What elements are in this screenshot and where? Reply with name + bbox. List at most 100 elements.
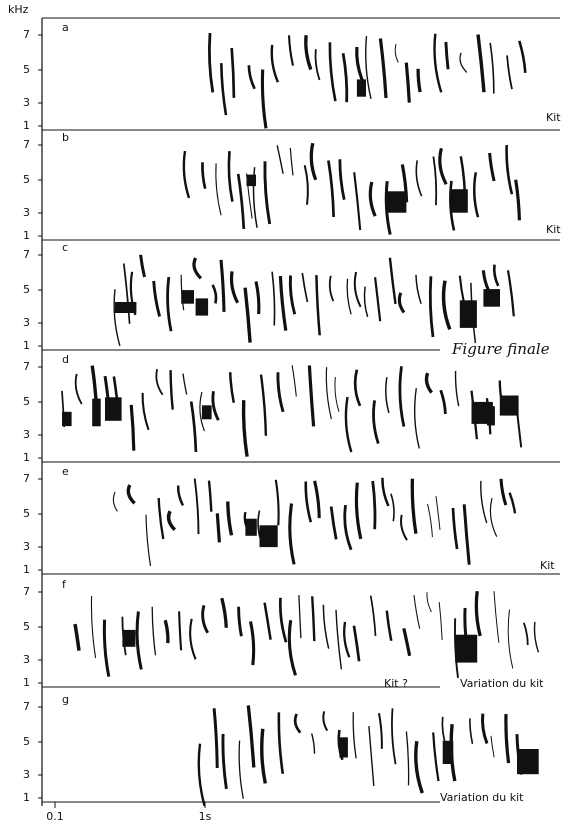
y-tick-label: 3 — [23, 428, 30, 441]
syllable — [533, 621, 540, 653]
syllable — [474, 591, 482, 637]
syllable-block — [115, 302, 137, 313]
syllable — [365, 36, 372, 100]
syllable-block — [246, 174, 256, 187]
y-tick-label: 5 — [23, 63, 30, 76]
syllable — [220, 597, 228, 628]
syllable — [413, 595, 421, 629]
syllable — [260, 69, 268, 129]
syllable — [112, 376, 120, 413]
syllable — [441, 280, 452, 331]
syllable-block — [499, 395, 519, 416]
syllable — [329, 506, 338, 540]
syllable — [346, 278, 352, 315]
syllable — [374, 277, 382, 322]
syllable — [416, 68, 422, 93]
y-tick-label: 7 — [23, 700, 30, 713]
syllable-block — [62, 411, 72, 427]
syllable — [304, 35, 313, 71]
syllable — [506, 270, 515, 317]
syllable — [135, 611, 143, 670]
syllable — [378, 713, 383, 749]
syllable — [459, 156, 467, 207]
syllable — [90, 596, 97, 659]
syllable — [252, 167, 258, 228]
syllable — [102, 619, 111, 677]
syllable — [353, 271, 362, 308]
syllable — [400, 164, 409, 203]
syllable — [469, 718, 474, 744]
syllable-block — [442, 740, 454, 764]
syllable — [227, 150, 234, 202]
syllable — [385, 377, 390, 414]
panel-label: c — [62, 241, 68, 254]
syllable — [276, 145, 284, 174]
syllable — [301, 272, 309, 303]
syllable — [248, 621, 256, 666]
syllable — [287, 35, 295, 66]
syllable — [490, 735, 495, 758]
syllable — [197, 743, 206, 807]
syllable — [322, 604, 330, 649]
syllable — [166, 510, 177, 532]
syllable-block — [459, 300, 477, 328]
y-tick-label: 1 — [23, 119, 30, 132]
syllable — [353, 172, 362, 231]
y-tick-label: 5 — [23, 395, 30, 408]
syllable — [355, 46, 364, 81]
syllable — [237, 606, 243, 637]
syllable — [139, 254, 146, 278]
syllable — [327, 160, 335, 218]
syllable-block — [387, 191, 407, 213]
syllable — [435, 496, 441, 531]
syllable — [334, 377, 340, 412]
syllable — [368, 181, 377, 217]
syllable — [338, 159, 346, 200]
syllable — [444, 41, 450, 70]
y-unit: kHz — [8, 3, 29, 16]
syllable — [492, 264, 500, 287]
syllable — [315, 275, 321, 336]
syllable — [314, 49, 321, 81]
syllable-block — [195, 298, 209, 316]
syllable — [432, 156, 438, 206]
y-tick-label: 5 — [23, 283, 30, 296]
syllable — [192, 257, 203, 280]
syllable — [212, 708, 219, 769]
y-tick-label: 1 — [23, 229, 30, 242]
y-tick-label: 3 — [23, 206, 30, 219]
syllable — [182, 373, 188, 395]
syllable-block — [486, 406, 495, 426]
syllable — [402, 628, 412, 657]
syllable — [270, 44, 280, 83]
panel-label: e — [62, 465, 69, 478]
syllable — [307, 365, 316, 427]
syllable — [129, 404, 136, 451]
syllable — [73, 623, 81, 651]
syllable — [410, 478, 418, 534]
y-tick-label: 3 — [23, 653, 30, 666]
syllable — [113, 289, 121, 347]
syllable — [352, 625, 361, 662]
y-tick-label: 3 — [23, 316, 30, 329]
panel-label: a — [62, 21, 69, 34]
syllable — [169, 370, 174, 410]
syllable — [504, 714, 511, 764]
syllable — [405, 731, 410, 786]
syllable — [313, 480, 321, 519]
syllable — [189, 618, 197, 660]
syllable — [369, 595, 377, 636]
syllable — [288, 275, 297, 315]
syllable — [274, 479, 280, 526]
syllable — [523, 622, 529, 646]
y-tick-label: 5 — [23, 620, 30, 633]
syllable — [424, 372, 433, 394]
syllable — [414, 740, 424, 794]
syllable — [246, 705, 256, 768]
syllable — [385, 610, 393, 642]
syllable — [499, 478, 508, 506]
syllable — [229, 271, 240, 304]
syllable — [259, 374, 268, 436]
syllable — [228, 372, 236, 403]
y-tick-label: 5 — [23, 735, 30, 748]
